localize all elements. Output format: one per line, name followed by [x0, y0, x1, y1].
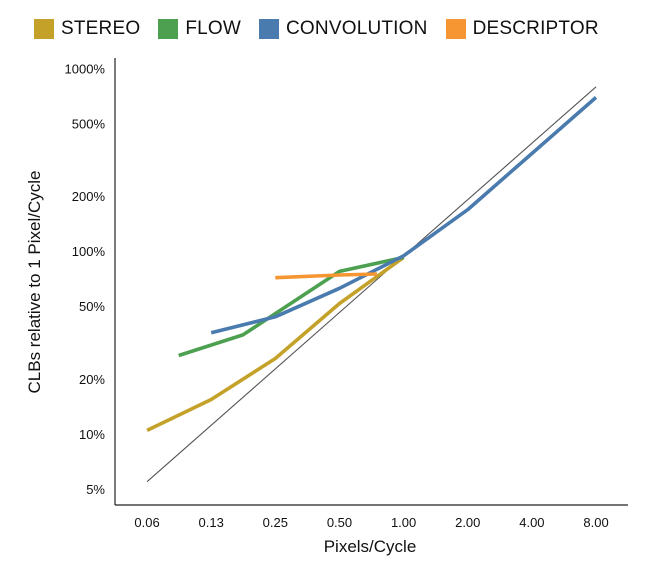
legend-label-convolution: CONVOLUTION: [286, 18, 428, 39]
x-tick-label: 0.25: [263, 515, 288, 530]
legend-swatch-descriptor: [445, 19, 466, 39]
y-tick-label: 200%: [72, 189, 106, 204]
legend-item-flow: FLOW: [158, 18, 241, 40]
series-line-stereo: [146, 255, 405, 433]
x-tick-label: 4.00: [519, 515, 544, 530]
x-tick-labels: 0.06 0.13 0.25 0.50 1.00 2.00 4.00 8.00: [134, 515, 608, 530]
legend-item-descriptor: DESCRIPTOR: [445, 18, 599, 40]
reference-line: [146, 86, 597, 483]
x-tick-label: 8.00: [583, 515, 608, 530]
series-lines: [146, 96, 598, 433]
y-tick-labels: 5% 10% 20% 50% 100% 200% 500% 1000%: [65, 62, 106, 497]
reference-line-group: [146, 86, 597, 483]
series-line-flow: [178, 255, 404, 358]
axes: [114, 58, 628, 506]
y-tick-label: 10%: [79, 427, 105, 442]
legend-label-descriptor: DESCRIPTOR: [472, 18, 599, 39]
x-tick-label: 0.06: [134, 515, 159, 530]
y-axis-title: CLBs relative to 1 Pixel/Cycle: [25, 171, 44, 394]
series-line-convolution: [210, 96, 598, 335]
y-tick-label: 5%: [86, 482, 105, 497]
y-tick-label: 500%: [72, 117, 106, 132]
series-line-descriptor: [275, 272, 378, 280]
x-tick-label: 0.50: [327, 515, 352, 530]
legend-item-convolution: CONVOLUTION: [259, 18, 428, 40]
x-tick-label: 1.00: [391, 515, 416, 530]
legend-swatch-flow: [158, 19, 179, 39]
y-tick-label: 20%: [79, 372, 105, 387]
x-tick-label: 2.00: [455, 515, 480, 530]
legend-label-stereo: STEREO: [61, 18, 141, 39]
y-tick-label: 50%: [79, 299, 105, 314]
y-tick-label: 100%: [72, 244, 106, 259]
legend-swatch-convolution: [259, 19, 280, 39]
legend-swatch-stereo: [34, 19, 54, 39]
y-tick-label: 1000%: [65, 62, 106, 77]
legend-label-flow: FLOW: [185, 18, 242, 39]
x-tick-label: 0.13: [199, 515, 224, 530]
legend: STEREO FLOW CONVOLUTION DESCRIPTOR: [34, 18, 617, 40]
x-axis-title: Pixels/Cycle: [324, 537, 417, 556]
legend-item-stereo: STEREO: [34, 18, 140, 40]
